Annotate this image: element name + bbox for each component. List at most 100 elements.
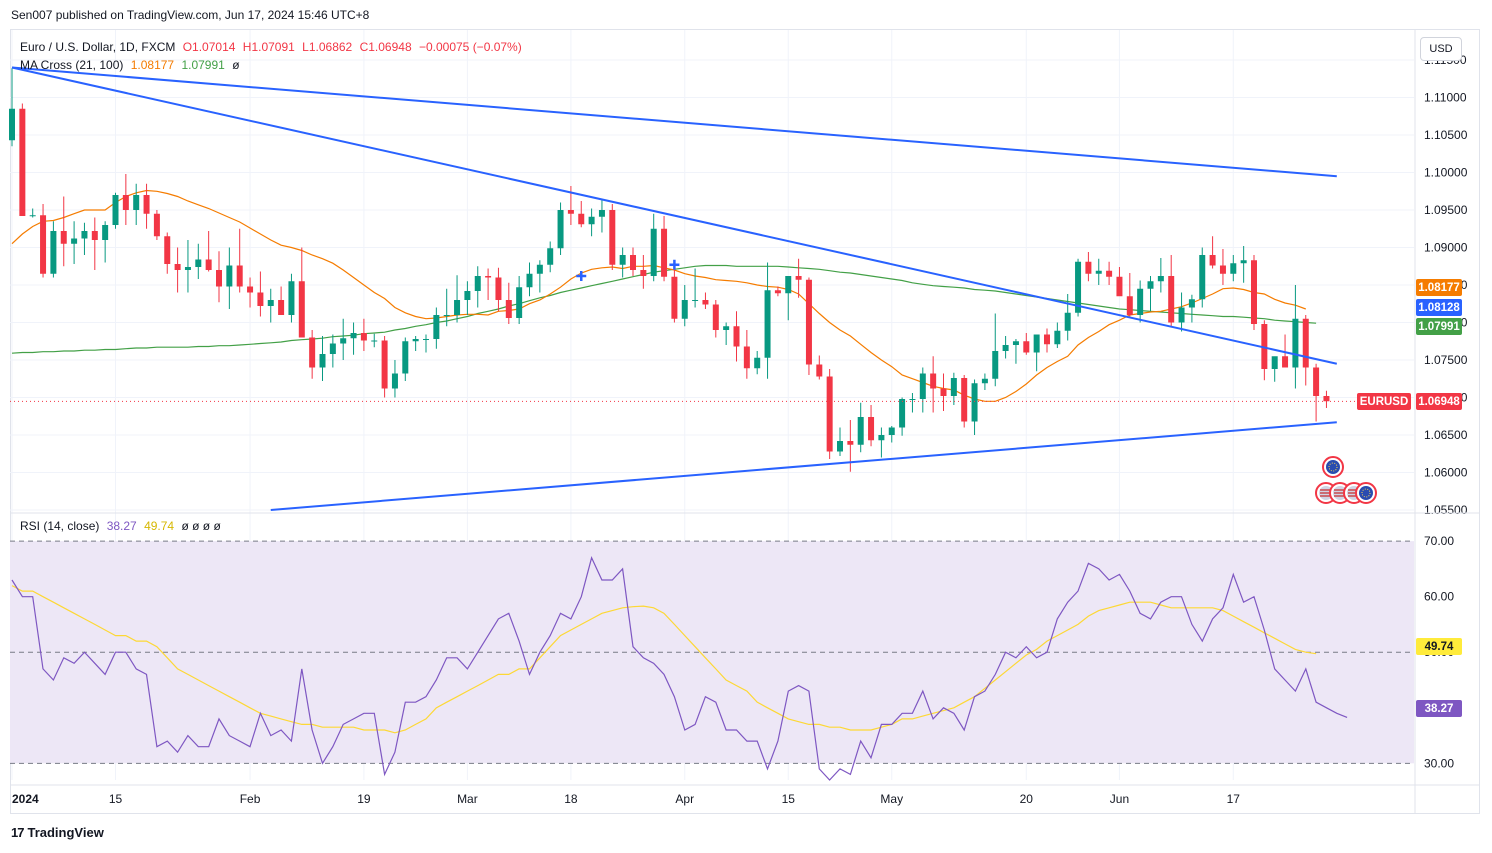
candle-body bbox=[598, 210, 605, 217]
candle bbox=[184, 240, 191, 293]
candle bbox=[992, 313, 999, 387]
candle-body bbox=[371, 340, 378, 342]
candle-body bbox=[971, 383, 978, 422]
candle-body bbox=[536, 264, 543, 274]
candle bbox=[909, 393, 916, 413]
candle bbox=[1054, 322, 1061, 348]
rsi-line bbox=[11, 556, 1348, 781]
candle-body bbox=[567, 210, 574, 214]
candle-body bbox=[712, 304, 719, 330]
date-tick: 19 bbox=[357, 792, 371, 806]
candle bbox=[133, 183, 140, 225]
candle bbox=[671, 268, 678, 323]
candle bbox=[743, 330, 750, 379]
candle-body bbox=[133, 195, 140, 210]
candle bbox=[443, 288, 450, 327]
candle bbox=[1313, 363, 1320, 422]
candle-body bbox=[1116, 276, 1123, 297]
footer-brand[interactable]: 17 TradingView bbox=[11, 825, 104, 840]
candle bbox=[650, 213, 657, 282]
candle-body bbox=[1137, 288, 1144, 315]
footer-brand-label: TradingView bbox=[27, 825, 104, 840]
candle-body bbox=[1219, 265, 1226, 274]
eu-flag-icon-disc bbox=[1359, 486, 1373, 500]
candle-body bbox=[402, 341, 409, 374]
candle-body bbox=[805, 279, 812, 365]
candle bbox=[319, 336, 326, 381]
candle bbox=[940, 373, 947, 411]
candle-body bbox=[981, 378, 988, 384]
candle bbox=[153, 210, 160, 240]
candle bbox=[950, 372, 957, 405]
candle-body bbox=[319, 354, 326, 368]
candle-body bbox=[505, 300, 512, 318]
candle bbox=[1230, 255, 1237, 282]
candle bbox=[630, 247, 636, 276]
candle-body bbox=[9, 108, 15, 141]
rsi-tick: 70.00 bbox=[1424, 534, 1454, 548]
legend-change: −0.00075 (−0.07%) bbox=[418, 40, 522, 54]
candle-body bbox=[1209, 255, 1216, 266]
candle bbox=[29, 208, 36, 218]
candle-body bbox=[288, 281, 295, 315]
candle bbox=[371, 333, 378, 348]
candle-body bbox=[278, 300, 285, 315]
candle bbox=[236, 228, 243, 293]
candle bbox=[536, 260, 543, 293]
candle-body bbox=[1044, 334, 1050, 345]
candle bbox=[1095, 258, 1102, 285]
candle bbox=[1188, 294, 1195, 323]
candle bbox=[692, 268, 699, 308]
candle bbox=[557, 202, 564, 255]
candle bbox=[774, 286, 781, 297]
candle-body bbox=[940, 388, 947, 396]
candle bbox=[1116, 267, 1123, 297]
legend-ma: MA Cross (21, 100) 1.08177 1.07991 ø bbox=[20, 58, 244, 72]
candles bbox=[9, 68, 1414, 472]
tag-trendline: 1.08128 bbox=[1416, 299, 1462, 316]
candle bbox=[681, 285, 688, 327]
candle-body bbox=[1230, 263, 1237, 274]
currency-button[interactable]: USD bbox=[1420, 37, 1462, 61]
candle-body bbox=[360, 333, 367, 341]
candle-body bbox=[454, 300, 461, 315]
candle-body bbox=[1302, 318, 1309, 368]
candle bbox=[919, 367, 926, 413]
candle-body bbox=[112, 195, 119, 225]
candle-body bbox=[19, 108, 26, 216]
date-tick: Feb bbox=[240, 792, 261, 806]
candle bbox=[19, 103, 26, 216]
candle-body bbox=[29, 215, 36, 217]
candle bbox=[661, 216, 668, 282]
candle bbox=[1012, 339, 1019, 364]
candle-body bbox=[257, 292, 264, 306]
legend-low: L1.06862 bbox=[302, 40, 353, 54]
candle bbox=[81, 222, 88, 255]
candle-body bbox=[899, 399, 906, 428]
publisher-caption: Sen007 published on TradingView.com, Jun… bbox=[11, 8, 370, 22]
candle bbox=[9, 68, 15, 147]
date-tick: 20 bbox=[1020, 792, 1034, 806]
legend-rsi-label: RSI (14, close) bbox=[20, 519, 100, 533]
legend-main: Euro / U.S. Dollar, 1D, FXCM O1.07014 H1… bbox=[20, 40, 526, 54]
candle bbox=[1261, 320, 1268, 381]
rsi-band bbox=[10, 540, 1414, 764]
candle-body bbox=[340, 338, 347, 344]
candle bbox=[1044, 328, 1050, 353]
candle bbox=[505, 282, 512, 324]
candle bbox=[868, 405, 875, 447]
tag-last-price: 1.06948 bbox=[1416, 393, 1462, 410]
candle-body bbox=[1271, 356, 1278, 369]
candle-body bbox=[1178, 307, 1185, 323]
candle bbox=[50, 221, 57, 278]
legend-rsi: RSI (14, close) 38.27 49.74 ø ø ø ø bbox=[20, 519, 225, 533]
rsi-ma-line bbox=[11, 585, 1317, 734]
candle-body bbox=[1106, 270, 1113, 277]
candle-body bbox=[1054, 330, 1061, 345]
candle bbox=[1209, 236, 1216, 269]
eu-flag-icon-disc bbox=[1326, 460, 1340, 474]
trendline bbox=[11, 66, 1338, 365]
candle bbox=[257, 271, 264, 317]
candle bbox=[805, 277, 812, 375]
